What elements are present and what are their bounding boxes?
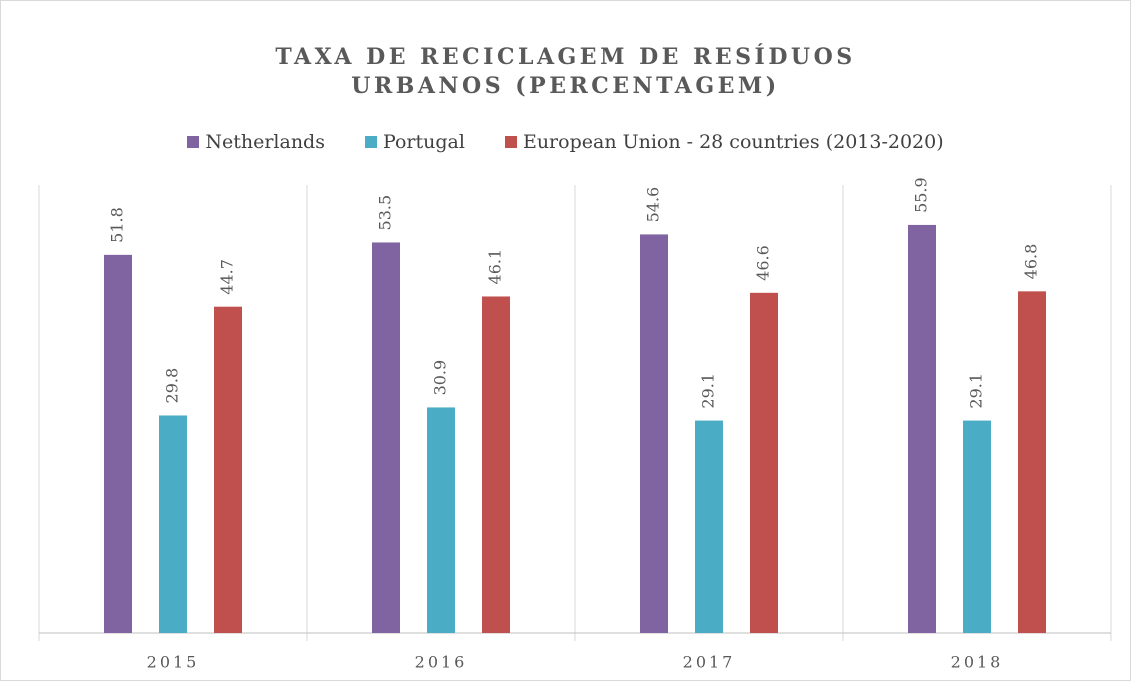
data-label: 44.7 [218,259,237,295]
legend-label: Portugal [382,131,465,153]
legend-item: Netherlands [187,131,325,153]
data-label: 29.1 [699,373,718,409]
data-label: 46.1 [486,249,505,285]
data-label: 29.1 [967,373,986,409]
legend-item: Portugal [364,131,465,153]
x-tick-label: 2016 [415,653,468,672]
chart-title: TAXA DE RECICLAGEM DE RESÍDUOS URBANOS (… [275,44,856,99]
x-tick-label: 2015 [147,653,200,672]
data-label: 30.9 [431,360,450,396]
legend-item: European Union - 28 countries (2013-2020… [504,131,944,153]
bar [1018,291,1046,633]
legend-swatch [187,136,200,148]
bar [104,254,132,634]
data-label: 46.6 [754,245,773,281]
bar [372,242,400,633]
bar [640,234,668,634]
data-label: 46.8 [1022,244,1041,280]
bar [750,292,778,633]
x-tick-label: 2017 [683,653,736,672]
bar [427,407,455,633]
bar [159,415,187,633]
data-label: 53.5 [376,195,395,231]
bar [963,420,991,633]
bar [214,306,242,633]
data-label: 51.8 [108,207,127,243]
legend-label: Netherlands [205,131,325,153]
data-label: 55.9 [912,177,931,213]
legend-swatch [504,136,517,148]
legend: Netherlands Portugal European Union - 28 c… [1,131,1130,153]
legend-swatch [364,136,377,148]
x-tick-label: 2018 [951,653,1004,672]
bar [482,296,510,633]
data-label: 29.8 [163,368,182,404]
legend-label: European Union - 28 countries (2013-2020… [522,131,944,153]
bar [908,224,936,633]
bar [695,420,723,633]
data-label: 54.6 [644,187,663,223]
